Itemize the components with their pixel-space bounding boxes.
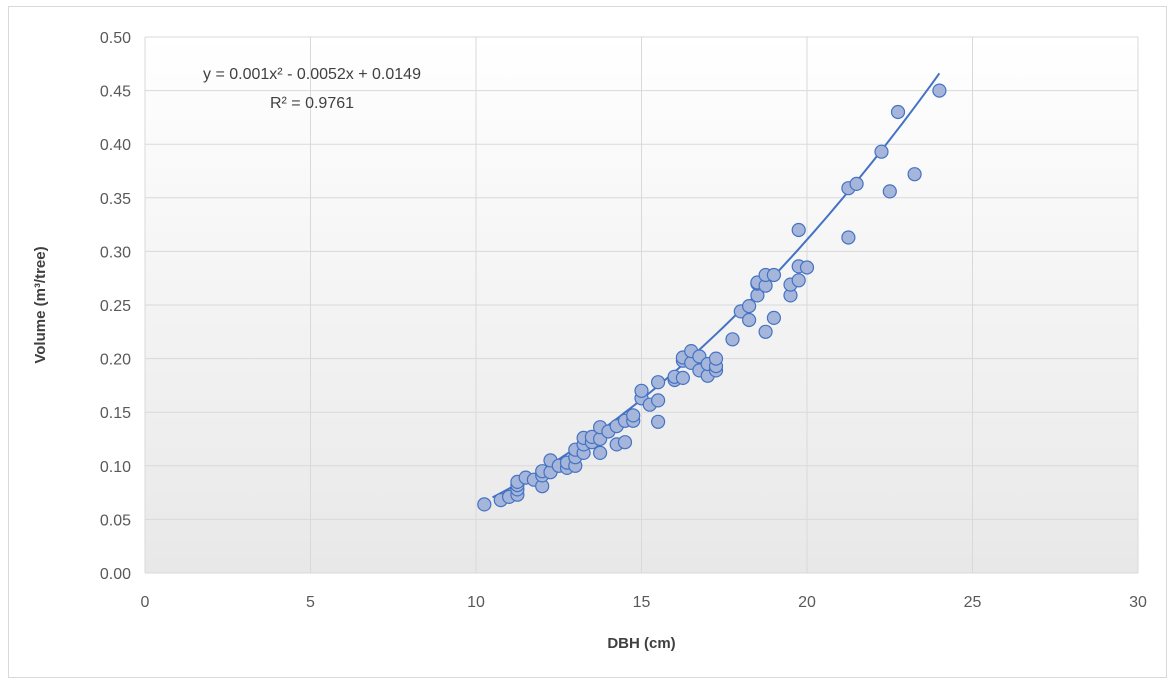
data-point bbox=[766, 267, 782, 283]
x-axis-title: DBH (cm) bbox=[607, 635, 675, 652]
chart-border bbox=[8, 6, 1167, 678]
y-tick-label: 0.30 bbox=[100, 244, 131, 261]
y-tick-label: 0.05 bbox=[100, 512, 131, 529]
data-point bbox=[477, 497, 492, 512]
data-point bbox=[874, 144, 889, 159]
data-point bbox=[791, 273, 806, 288]
trendline bbox=[492, 72, 941, 499]
y-tick-label: 0.20 bbox=[100, 352, 131, 369]
data-point bbox=[932, 83, 947, 98]
data-points bbox=[477, 83, 947, 512]
gridlines bbox=[144, 36, 1139, 574]
data-point bbox=[849, 176, 864, 191]
data-point bbox=[799, 260, 815, 275]
x-tick-label: 10 bbox=[467, 594, 485, 611]
data-point bbox=[766, 310, 782, 325]
data-point bbox=[841, 230, 856, 245]
data-point bbox=[758, 324, 773, 339]
x-tick-label: 5 bbox=[306, 594, 315, 611]
trendline-equation: y = 0.001x² - 0.0052x + 0.0149 bbox=[203, 66, 421, 83]
y-tick-label: 0.40 bbox=[100, 137, 131, 154]
data-point bbox=[890, 104, 906, 120]
y-axis-title: Volume (m³/tree) bbox=[32, 246, 49, 363]
y-tick-label: 0.15 bbox=[100, 405, 131, 422]
data-point bbox=[592, 445, 608, 460]
x-tick-label: 15 bbox=[633, 594, 651, 611]
data-point bbox=[725, 332, 740, 347]
y-axis-ticks: 0.00 0.05 0.10 0.15 0.20 0.25 0.30 0.35 0.40 0.45… bbox=[100, 30, 131, 583]
data-point bbox=[650, 393, 666, 408]
data-point bbox=[708, 351, 724, 366]
data-point bbox=[791, 222, 806, 238]
y-tick-label: 0.00 bbox=[100, 566, 131, 583]
y-tick-label: 0.25 bbox=[100, 298, 131, 315]
x-tick-label: 20 bbox=[798, 594, 816, 611]
data-point bbox=[675, 370, 691, 385]
data-point bbox=[741, 299, 757, 314]
data-point bbox=[907, 167, 922, 182]
data-point bbox=[650, 375, 666, 390]
y-tick-label: 0.50 bbox=[100, 30, 131, 47]
y-tick-label: 0.45 bbox=[100, 84, 131, 101]
data-point bbox=[634, 383, 649, 398]
data-point bbox=[650, 414, 666, 429]
x-tick-label: 25 bbox=[964, 594, 982, 611]
x-axis-ticks: 0 5 10 15 20 25 30 bbox=[141, 594, 1147, 611]
data-point bbox=[617, 435, 633, 450]
y-tick-label: 0.10 bbox=[100, 459, 131, 476]
data-point bbox=[626, 408, 641, 423]
x-tick-label: 0 bbox=[141, 594, 150, 611]
data-point bbox=[882, 184, 897, 199]
y-tick-label: 0.35 bbox=[100, 191, 131, 208]
data-point bbox=[741, 312, 757, 328]
x-tick-label: 30 bbox=[1129, 594, 1147, 611]
trendline-r-squared: R² = 0.9761 bbox=[270, 95, 354, 112]
